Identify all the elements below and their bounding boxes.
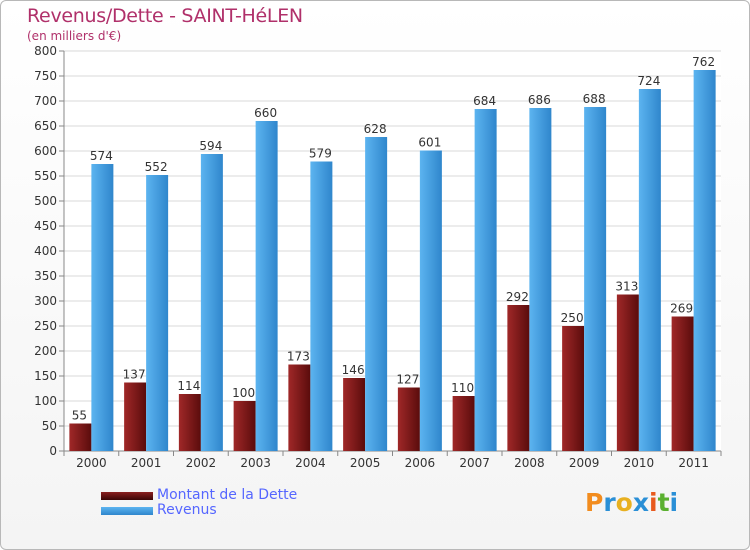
bar-revenus	[638, 89, 661, 451]
y-tick-label: 800	[34, 44, 57, 58]
data-label-debt: 250	[561, 311, 584, 325]
logo-letter: t	[657, 488, 670, 517]
bar-revenus	[693, 70, 716, 451]
bar-debt	[562, 326, 585, 451]
legend: Montant de la Dette Revenus	[101, 488, 297, 518]
y-tick-label: 350	[34, 269, 57, 283]
data-label-revenus: 594	[199, 139, 222, 153]
data-label-revenus: 688	[583, 92, 606, 106]
logo-letter: o	[615, 488, 633, 517]
logo-letter: i	[649, 488, 658, 517]
data-label-debt: 173	[287, 350, 310, 364]
y-tick-label: 250	[34, 319, 57, 333]
bar-revenus	[91, 164, 114, 451]
chart-subtitle: (en milliers d'€)	[27, 29, 122, 43]
y-tick-label: 600	[34, 144, 57, 158]
y-tick-label: 0	[49, 444, 57, 458]
bar-revenus	[200, 154, 223, 451]
x-tick-label: 2000	[76, 456, 107, 470]
chart-title: Revenus/Dette - SAINT-HéLEN	[27, 5, 303, 27]
data-label-revenus: 628	[364, 122, 387, 136]
legend-label-revenus: Revenus	[157, 502, 217, 518]
bar-debt	[69, 423, 92, 451]
logo-letter: x	[632, 488, 649, 517]
data-label-debt: 114	[177, 379, 200, 393]
x-tick-label: 2008	[514, 456, 545, 470]
bar-revenus	[419, 150, 442, 451]
x-tick-label: 2006	[405, 456, 436, 470]
legend-swatch-debt	[101, 491, 153, 500]
bar-revenus	[146, 175, 169, 451]
x-tick-label: 2002	[186, 456, 217, 470]
data-label-revenus: 686	[528, 93, 551, 107]
y-tick-label: 450	[34, 219, 57, 233]
x-tick-label: 2003	[240, 456, 271, 470]
data-label-debt: 269	[670, 302, 693, 316]
x-tick-label: 2007	[459, 456, 490, 470]
logo-letter: i	[669, 488, 679, 517]
x-tick-label: 2010	[624, 456, 655, 470]
data-label-revenus: 724	[637, 74, 660, 88]
bar-revenus	[529, 108, 552, 451]
y-tick-label: 50	[42, 419, 57, 433]
data-label-debt: 292	[506, 290, 529, 304]
data-label-debt: 100	[232, 386, 255, 400]
y-tick-label: 650	[34, 119, 57, 133]
y-tick-label: 200	[34, 344, 57, 358]
data-label-debt: 137	[123, 368, 146, 382]
data-label-debt: 146	[342, 363, 365, 377]
bar-debt	[343, 378, 366, 451]
data-label-revenus: 660	[254, 106, 277, 120]
data-label-revenus: 552	[145, 160, 168, 174]
y-tick-label: 300	[34, 294, 57, 308]
bar-debt	[671, 316, 694, 451]
data-label-revenus: 762	[692, 55, 715, 69]
legend-label-debt: Montant de la Dette	[157, 487, 298, 503]
data-label-debt: 55	[72, 409, 87, 423]
x-tick-label: 2005	[350, 456, 381, 470]
bar-debt	[233, 401, 256, 451]
bar-debt	[616, 294, 639, 451]
y-tick-label: 400	[34, 244, 57, 258]
legend-item-debt: Montant de la Dette	[101, 488, 297, 503]
bar-debt	[288, 364, 311, 451]
data-label-debt: 110	[451, 381, 474, 395]
x-tick-label: 2009	[569, 456, 600, 470]
logo-letter: P	[585, 488, 604, 517]
y-tick-label: 550	[34, 169, 57, 183]
data-label-revenus: 684	[473, 94, 496, 108]
bar-debt	[178, 394, 201, 451]
bar-debt	[507, 305, 530, 451]
legend-swatch-revenus	[101, 506, 153, 515]
data-label-revenus: 579	[309, 147, 332, 161]
y-tick-label: 100	[34, 394, 57, 408]
x-tick-label: 2011	[678, 456, 709, 470]
data-label-revenus: 601	[418, 136, 441, 150]
bar-debt	[124, 382, 147, 451]
bar-revenus	[584, 107, 607, 451]
data-label-debt: 313	[615, 280, 638, 294]
y-tick-label: 150	[34, 369, 57, 383]
y-tick-label: 500	[34, 194, 57, 208]
y-tick-label: 700	[34, 94, 57, 108]
y-tick-label: 750	[34, 69, 57, 83]
bar-revenus	[365, 137, 388, 451]
data-label-debt: 127	[396, 373, 419, 387]
legend-item-revenus: Revenus	[101, 503, 297, 518]
data-label-revenus: 574	[90, 149, 113, 163]
proxiti-logo: Proxiti	[585, 488, 678, 517]
bar-revenus	[474, 109, 497, 451]
bar-revenus	[255, 121, 278, 451]
bar-debt	[397, 387, 420, 451]
x-tick-label: 2004	[295, 456, 326, 470]
bar-debt	[452, 396, 475, 451]
bar-revenus	[310, 161, 333, 451]
logo-letter: r	[603, 488, 616, 517]
x-tick-label: 2001	[131, 456, 162, 470]
